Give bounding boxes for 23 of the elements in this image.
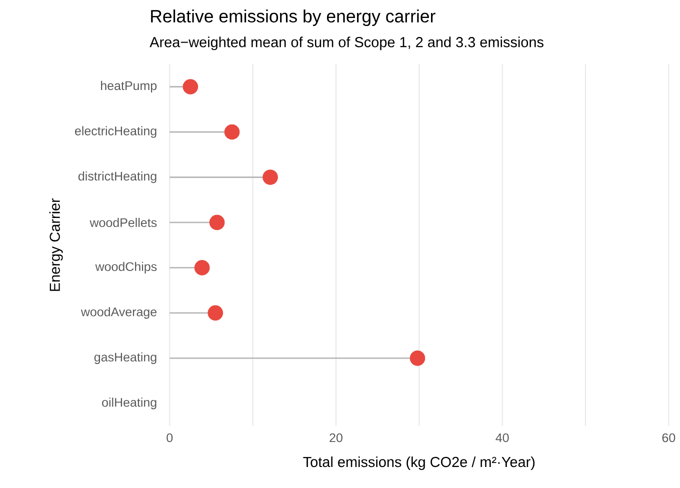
y-tick-label: districtHeating <box>78 171 156 183</box>
y-tick-label: electricHeating <box>75 126 156 138</box>
point <box>194 260 210 276</box>
x-tick-label: 20 <box>330 433 342 442</box>
point <box>208 305 224 321</box>
chart-subtitle: Area−weighted mean of sum of Scope 1, 2 and 3.3 emissions <box>150 36 544 50</box>
y-tick-label: heatPump <box>101 80 157 92</box>
y-tick-label: woodAverage <box>80 307 157 319</box>
y-axis-title: Energy Carrier <box>49 198 63 291</box>
chart-title: Relative emissions by energy carrier <box>151 9 436 26</box>
y-tick-label: woodChips <box>95 262 157 274</box>
point <box>224 124 240 140</box>
point <box>410 350 426 366</box>
x-tick-label: 40 <box>496 433 509 442</box>
y-tick-label: gasHeating <box>94 352 156 364</box>
x-tick-label: 0 <box>166 433 173 442</box>
point <box>182 78 198 94</box>
point <box>209 214 225 230</box>
x-axis-title: Total emissions (kg CO2e / m²·Year) <box>303 456 535 470</box>
point <box>262 169 278 185</box>
x-tick-label: 60 <box>662 433 676 442</box>
y-tick-label: oilHeating <box>102 398 156 410</box>
y-tick-label: woodPellets <box>90 218 157 227</box>
